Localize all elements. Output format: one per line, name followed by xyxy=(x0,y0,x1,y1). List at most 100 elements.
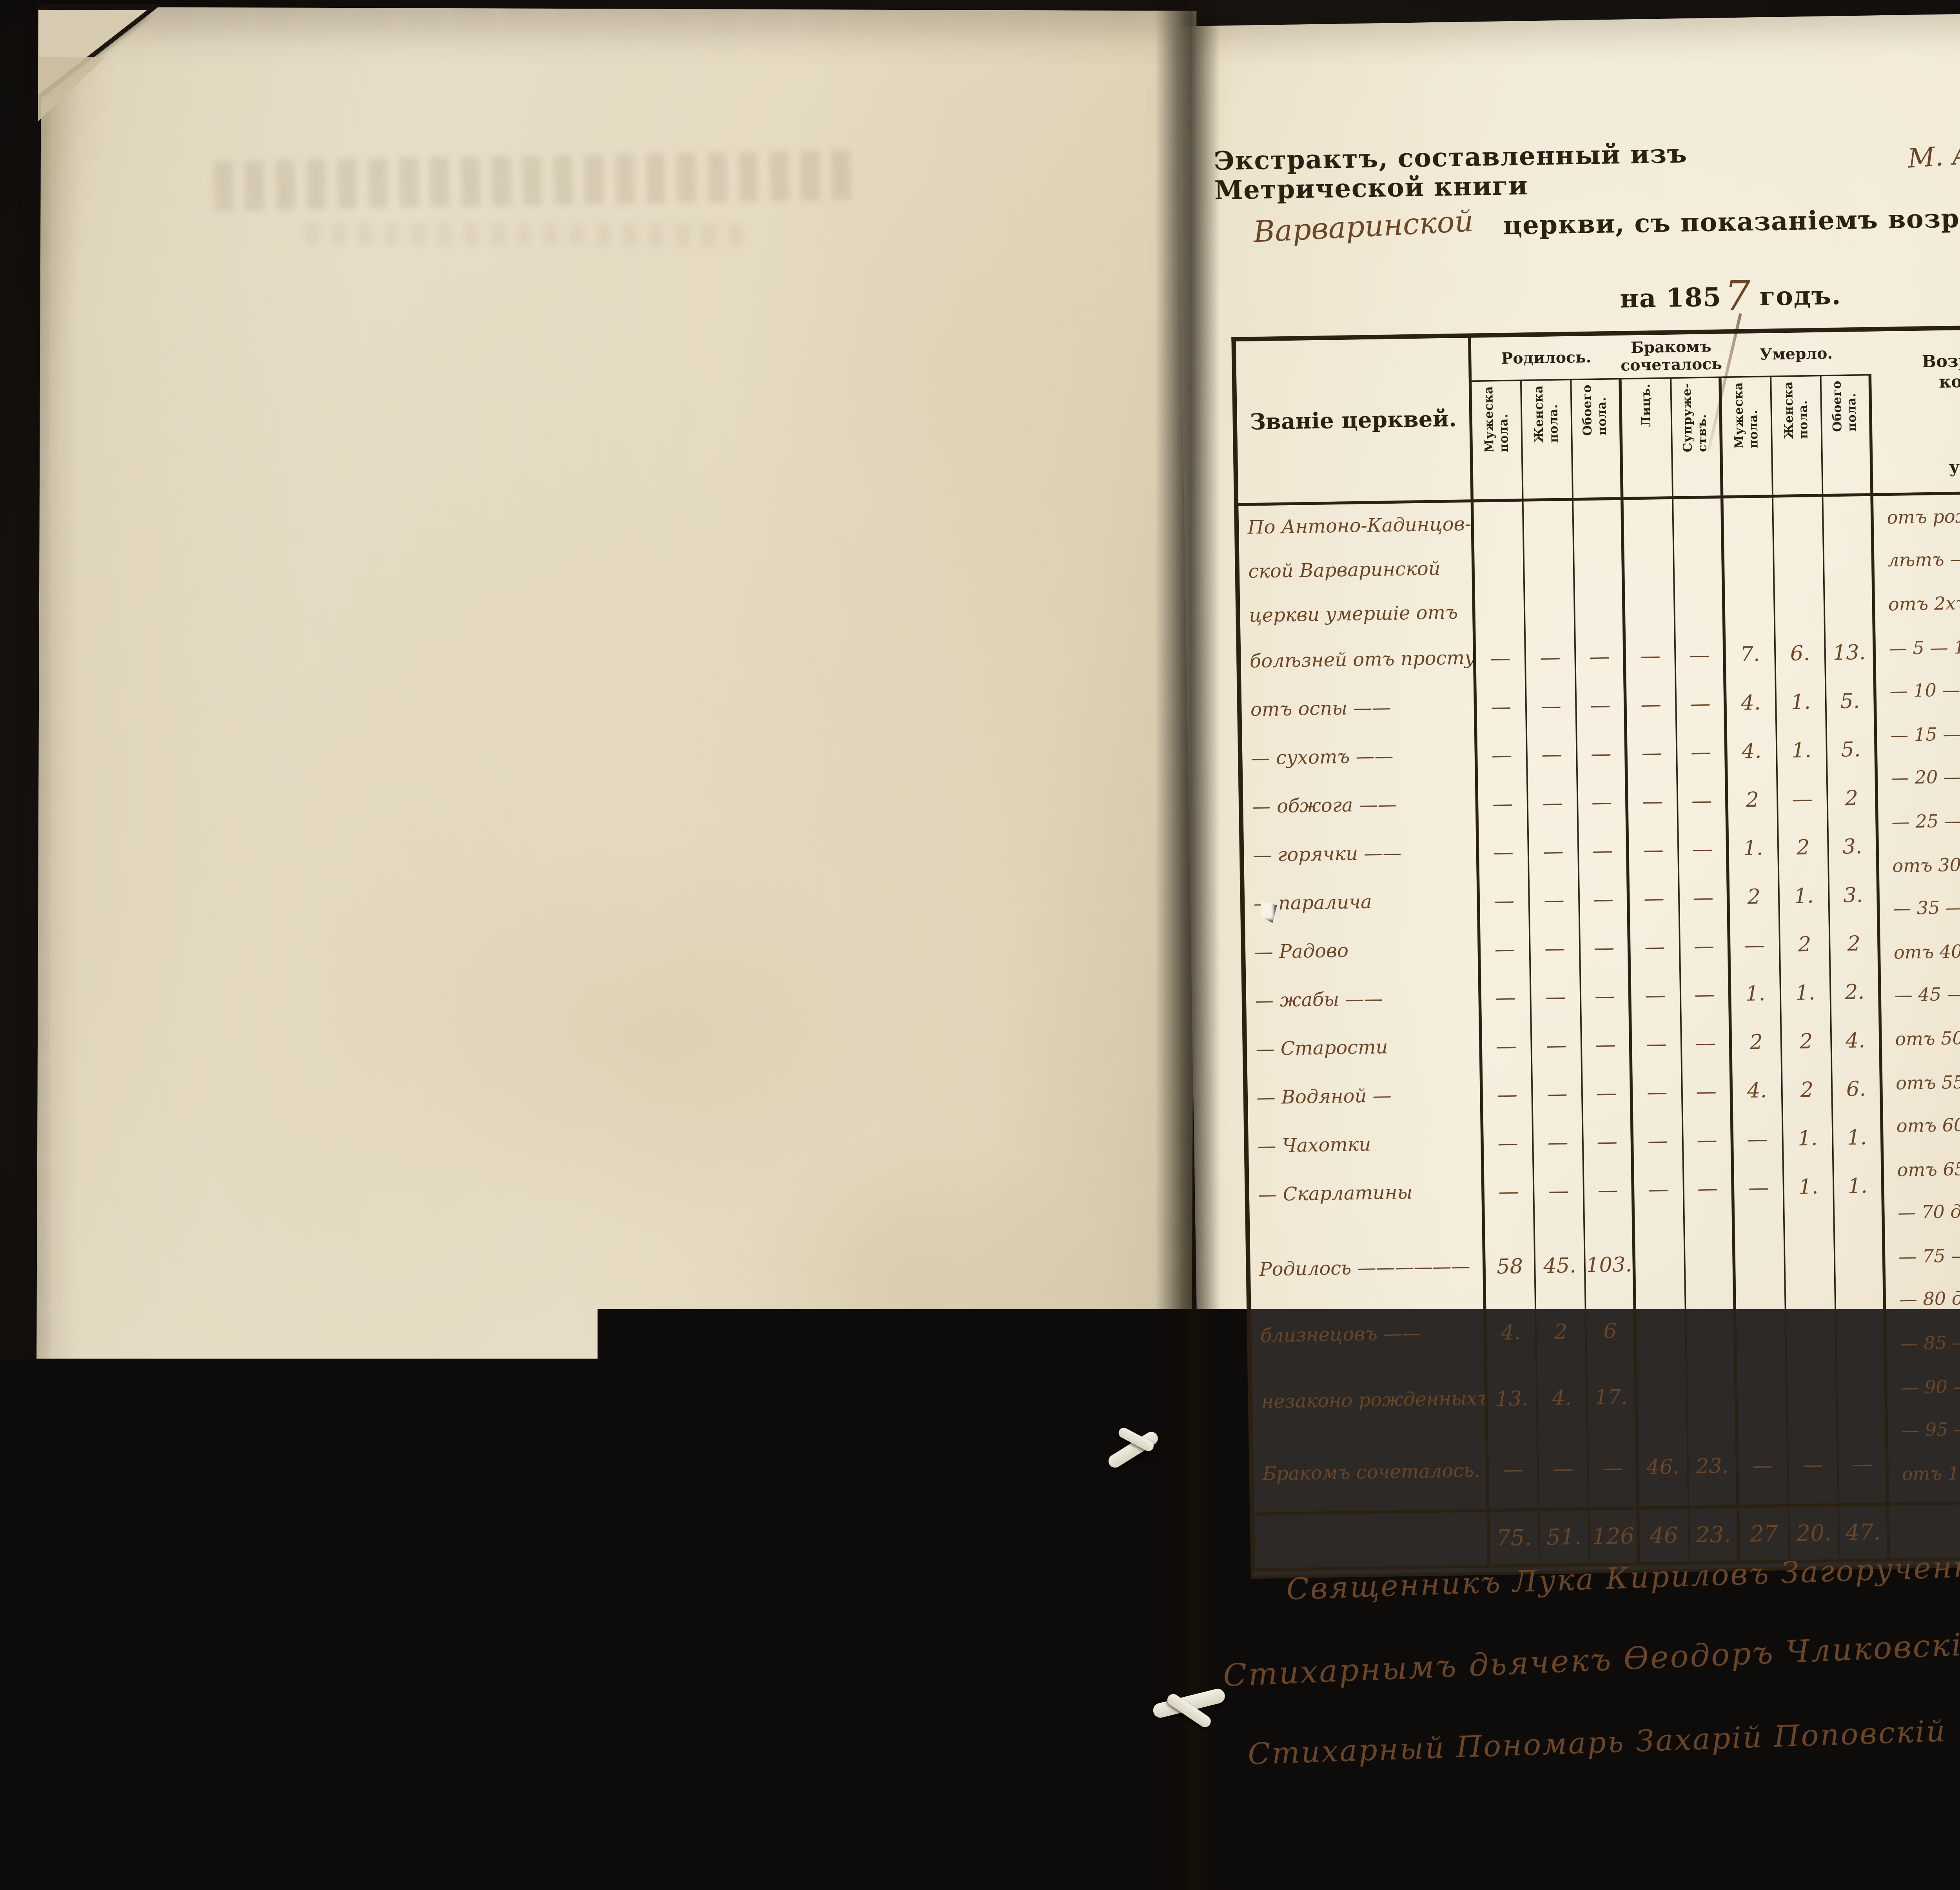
document-title-line1: Экстрактъ, составленный изъ Метрической … xyxy=(1214,130,1960,207)
cell-value: — xyxy=(1584,1166,1632,1215)
cell-value: — xyxy=(1738,1428,1788,1505)
age-header-line2: умерли. xyxy=(1949,455,1960,477)
age-range-label: отъ 55 до 60. — xyxy=(1882,1058,1960,1105)
cell-value: 4. xyxy=(1732,1066,1782,1115)
cell-value: — xyxy=(1682,1067,1730,1117)
cell-value: 2 xyxy=(1780,920,1829,969)
cell-value: 1. xyxy=(1833,1113,1881,1163)
cell-value: 1. xyxy=(1784,1163,1833,1212)
cell-value: — xyxy=(1582,1020,1630,1070)
cell-value xyxy=(1775,585,1824,630)
cell-value xyxy=(1673,499,1721,543)
cell-value: — xyxy=(1677,728,1725,777)
signature-sexton: Стихарнымъ дьячекъ Ѳеодоръ Чликовскій xyxy=(1222,1626,1960,1693)
cell-value: 13. xyxy=(1487,1366,1537,1433)
cell-value xyxy=(1824,540,1872,585)
row-label: — Старости xyxy=(1247,1023,1479,1075)
cell-value xyxy=(1625,588,1674,632)
cell-value: — xyxy=(1626,680,1676,729)
bleed-through xyxy=(214,150,855,211)
age-range-label: отъ 2хъ до 5ти —— xyxy=(1875,579,1960,626)
row-label: — горячки —— xyxy=(1243,829,1476,881)
cell-value: — xyxy=(1630,874,1679,923)
cell-value xyxy=(1785,1229,1834,1296)
table-body: По Антоно-Кадинцов-ской Варваринской церк… xyxy=(1238,491,1960,1513)
cell-value xyxy=(1474,502,1523,546)
cell-value: — xyxy=(1534,1166,1583,1216)
cell-value: — xyxy=(1676,679,1724,729)
cell-value: 5. xyxy=(1826,677,1874,726)
cell-value xyxy=(1525,589,1574,634)
cell-value: — xyxy=(1482,1022,1531,1071)
age-range-label: — 20 — 25 —— xyxy=(1877,753,1960,800)
cell-value: — xyxy=(1477,731,1526,780)
cell-value: — xyxy=(1529,827,1578,876)
row-label: Бракомъ сочеталось. xyxy=(1253,1433,1486,1513)
bleed-through xyxy=(305,222,746,247)
cell-value xyxy=(1524,501,1573,546)
row-label: незаконо рожденныхъ xyxy=(1252,1366,1485,1436)
cell-value: — xyxy=(1575,632,1623,682)
subcol-married-persons: Лицъ. xyxy=(1639,383,1654,427)
cell-value: — xyxy=(1627,728,1677,778)
cell-value: 2 xyxy=(1728,775,1777,825)
cell-value xyxy=(1823,496,1871,541)
total-married-couples: 23. xyxy=(1689,1508,1740,1562)
cell-value: — xyxy=(1632,1068,1682,1117)
cell-value: 2 xyxy=(1779,823,1828,872)
cell-value: 45. xyxy=(1535,1233,1584,1300)
cell-value: 4. xyxy=(1831,1016,1879,1066)
cell-value: — xyxy=(1634,1165,1683,1214)
total-died-female: 20. xyxy=(1789,1506,1840,1560)
cell-value: — xyxy=(1528,778,1577,828)
cell-value: 1. xyxy=(1834,1162,1882,1211)
cell-value xyxy=(1675,587,1723,631)
paper-stain xyxy=(168,1374,610,1669)
cell-value xyxy=(1774,541,1823,586)
cell-value: — xyxy=(1530,924,1580,973)
cell-value: 1. xyxy=(1776,678,1826,727)
row-label: ской Варваринской xyxy=(1239,546,1472,594)
cell-value xyxy=(1786,1295,1835,1362)
cell-value: — xyxy=(1631,971,1680,1020)
cell-value xyxy=(1723,498,1772,542)
cell-value xyxy=(1573,500,1621,545)
cell-value: — xyxy=(1579,875,1627,924)
cell-value xyxy=(1773,497,1822,542)
cell-value: 17. xyxy=(1587,1364,1635,1431)
cell-value xyxy=(1836,1294,1884,1361)
cell-value: — xyxy=(1683,1115,1731,1165)
row-label: близнецовъ —— xyxy=(1251,1300,1484,1370)
total-born-both: 126 xyxy=(1590,1509,1641,1563)
cell-value: 4. xyxy=(1486,1299,1535,1366)
cell-value: — xyxy=(1483,1070,1532,1119)
subcol-died-both: Обоего пола. xyxy=(1831,380,1860,432)
cell-value xyxy=(1724,542,1773,586)
row-label: — жабы —— xyxy=(1246,974,1479,1026)
cell-value xyxy=(1474,546,1523,590)
cell-value: — xyxy=(1679,873,1727,923)
cell-value: — xyxy=(1479,876,1529,926)
paper-stain xyxy=(727,1126,1111,1451)
cell-value xyxy=(1635,1231,1684,1298)
cell-value: — xyxy=(1630,922,1679,972)
cell-value: — xyxy=(1526,633,1575,682)
cell-value: — xyxy=(1678,776,1726,825)
signature-ponomar: Стихарный Пономарь Захарій Поповскій xyxy=(1247,1713,1947,1772)
total-married-persons: 46 xyxy=(1639,1509,1690,1562)
page-edge xyxy=(50,1747,1112,1764)
age-range-label: отъ 65 до 70 — xyxy=(1884,1145,1960,1192)
cell-value: — xyxy=(1838,1426,1886,1504)
left-page xyxy=(35,7,1197,1754)
cell-value: 1. xyxy=(1779,872,1829,921)
age-range-label: отъ 40 до 45 —— xyxy=(1880,927,1960,974)
title-printed-2: церкви, съ показаніемъ возраста умершихъ xyxy=(1503,201,1960,242)
cell-value: — xyxy=(1778,775,1827,824)
row-label: болѣзней отъ простуды xyxy=(1241,635,1474,687)
column-header-church: Званіе церквей. xyxy=(1236,338,1474,503)
cell-value: — xyxy=(1476,682,1526,732)
metrics-table: Званіе церквей. Родилось. Мужеска пола. … xyxy=(1231,322,1960,1579)
cell-value: 2 xyxy=(1830,919,1878,969)
cell-value: — xyxy=(1633,1116,1682,1166)
cell-value: 46. xyxy=(1638,1429,1688,1507)
